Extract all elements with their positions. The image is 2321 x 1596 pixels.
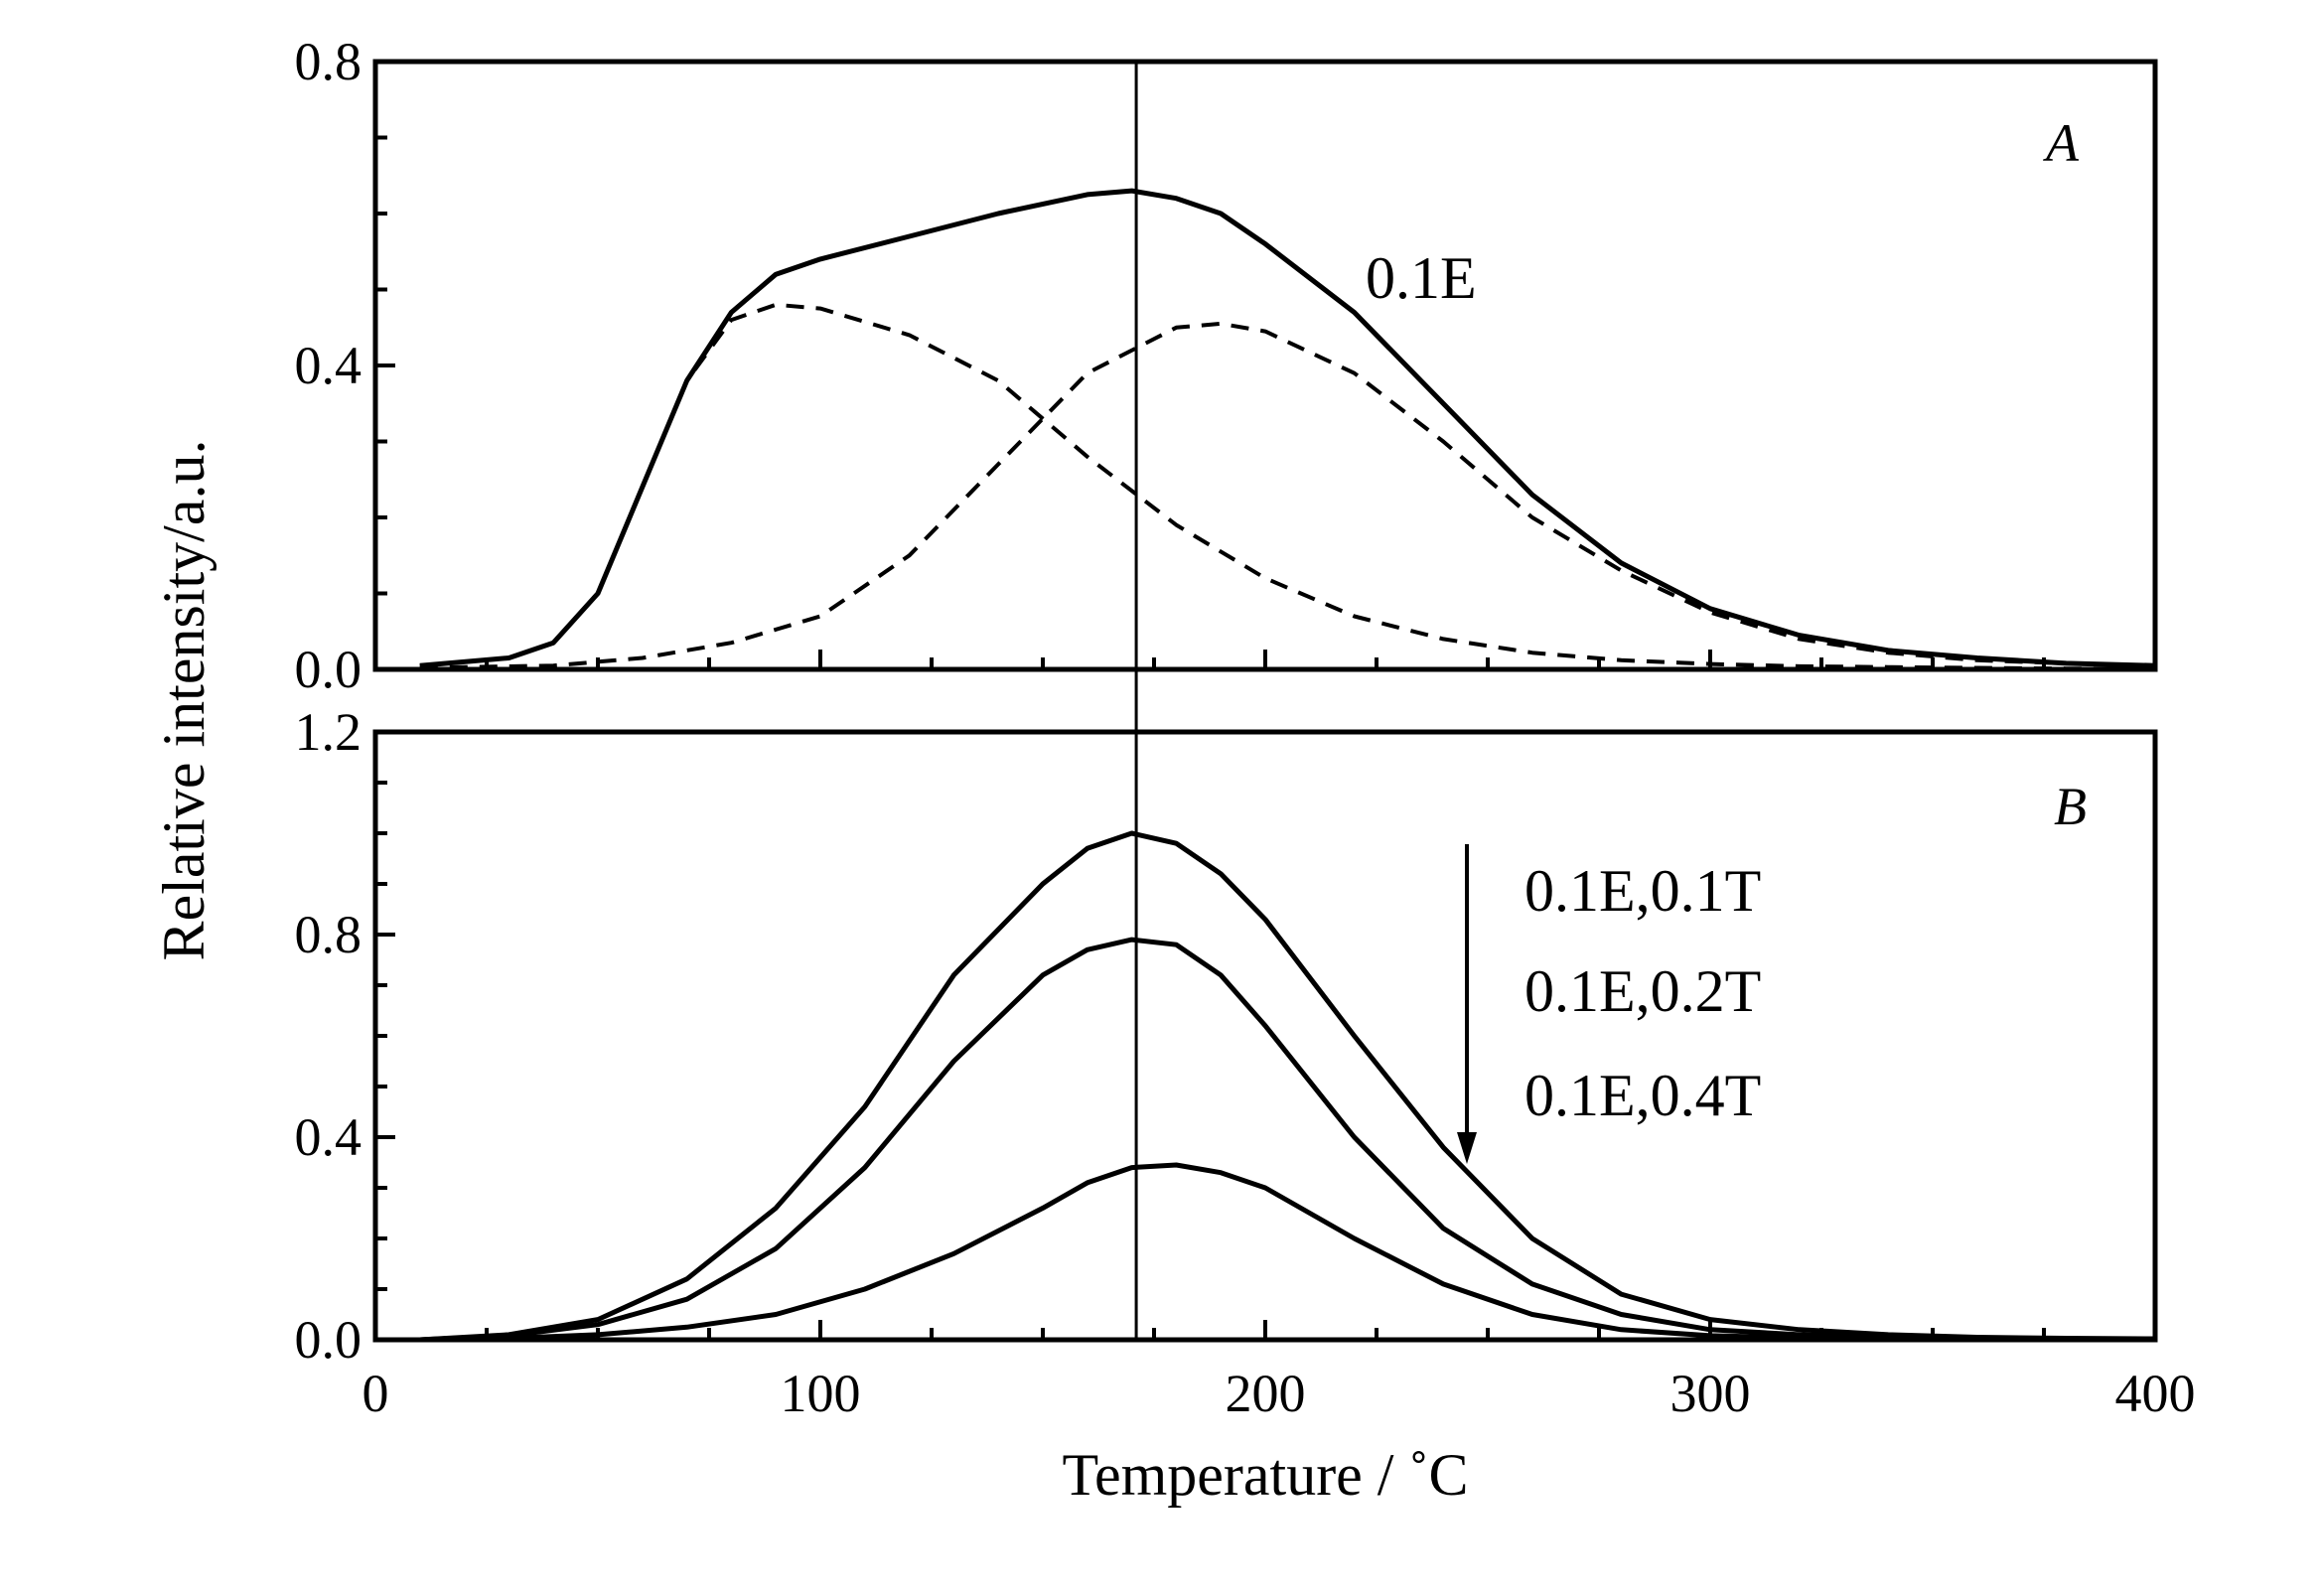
y-tick-label: 0.8: [295, 905, 363, 964]
x-tick-label: 100: [781, 1364, 861, 1423]
legend-entry-1: 0.1E,0.1T: [1524, 858, 1761, 924]
panel-a-label: A: [2043, 113, 2080, 173]
x-tick-label: 300: [1670, 1364, 1751, 1423]
series-line-3: [419, 321, 2156, 670]
x-tick-label: 0: [363, 1364, 389, 1423]
panel-a-series: [419, 188, 2156, 671]
legend: 0.1E,0.1T 0.1E,0.2T 0.1E,0.4T: [1457, 844, 1761, 1164]
y-tick-label: 1.2: [295, 702, 363, 762]
series-line-2: [419, 937, 2156, 1343]
series-line-3: [419, 1162, 2156, 1343]
panel-b: 0.0 0.4 0.8 1.2 0 100 200 300 400 B 0.1E,0.1T 0.…: [295, 702, 2196, 1423]
y-tick-label: 0.4: [295, 1107, 363, 1167]
x-axis-title: Temperature / ˚C: [1063, 1442, 1469, 1508]
legend-entry-3: 0.1E,0.4T: [1524, 1063, 1761, 1128]
y-tick-label: 0.0: [295, 640, 363, 699]
panel-b-frame: [372, 729, 2158, 1343]
y-axis-title: Relative intensity/a.u.: [151, 440, 217, 961]
panel-a: 0.0 0.4 0.8 A 0.1E: [295, 32, 2158, 699]
y-tick-label: 0.0: [295, 1310, 363, 1370]
series-line-1: [419, 830, 2156, 1343]
panel-a-tick-labels: 0.0 0.4 0.8: [295, 32, 363, 699]
series-line-2: [419, 302, 2155, 671]
y-tick-label: 0.4: [295, 336, 363, 395]
legend-arrow-head: [1457, 1132, 1477, 1164]
panel-b-label: B: [2054, 777, 2087, 836]
legend-entry-2: 0.1E,0.2T: [1524, 958, 1761, 1024]
y-tick-label: 0.8: [295, 32, 363, 91]
panel-b-tick-labels: 0.0 0.4 0.8 1.2 0 100 200 300 400: [295, 702, 2196, 1423]
panel-a-ticks: [373, 60, 2157, 671]
panel-b-series: [419, 830, 2156, 1343]
panel-a-frame: [372, 59, 2158, 672]
panel-b-ticks: [373, 730, 2157, 1342]
x-tick-label: 200: [1226, 1364, 1306, 1423]
x-tick-label: 400: [2115, 1364, 2196, 1423]
series-line-1: [419, 188, 2156, 668]
panel-a-annotation: 0.1E: [1366, 245, 1477, 311]
